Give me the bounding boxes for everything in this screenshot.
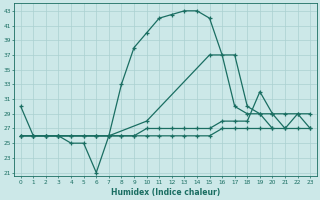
X-axis label: Humidex (Indice chaleur): Humidex (Indice chaleur) bbox=[111, 188, 220, 197]
